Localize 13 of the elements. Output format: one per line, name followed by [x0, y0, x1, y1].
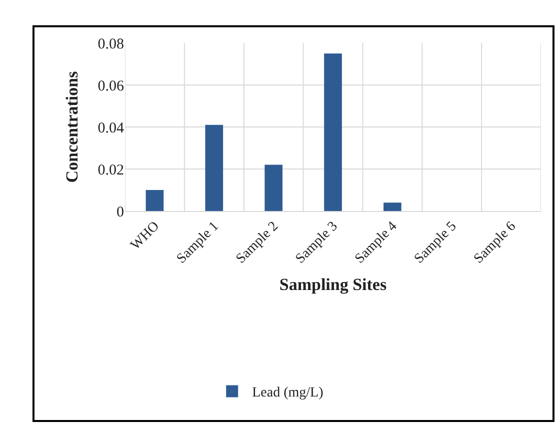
bar [264, 164, 282, 211]
bar [324, 54, 342, 211]
y-tick-label: 0 [116, 204, 124, 220]
y-tick-label: 0.02 [98, 162, 124, 178]
bar [384, 202, 402, 211]
y-tick-label: 0.04 [98, 120, 124, 136]
bar [146, 190, 164, 211]
x-axis-title: Sampling Sites [279, 275, 387, 294]
y-tick-label: 0.06 [98, 78, 124, 94]
y-axis-title: Concentrations [62, 70, 82, 183]
legend-label: Lead (mg/L) [252, 386, 324, 401]
y-tick-label: 0.08 [98, 36, 124, 52]
bar [205, 124, 224, 211]
